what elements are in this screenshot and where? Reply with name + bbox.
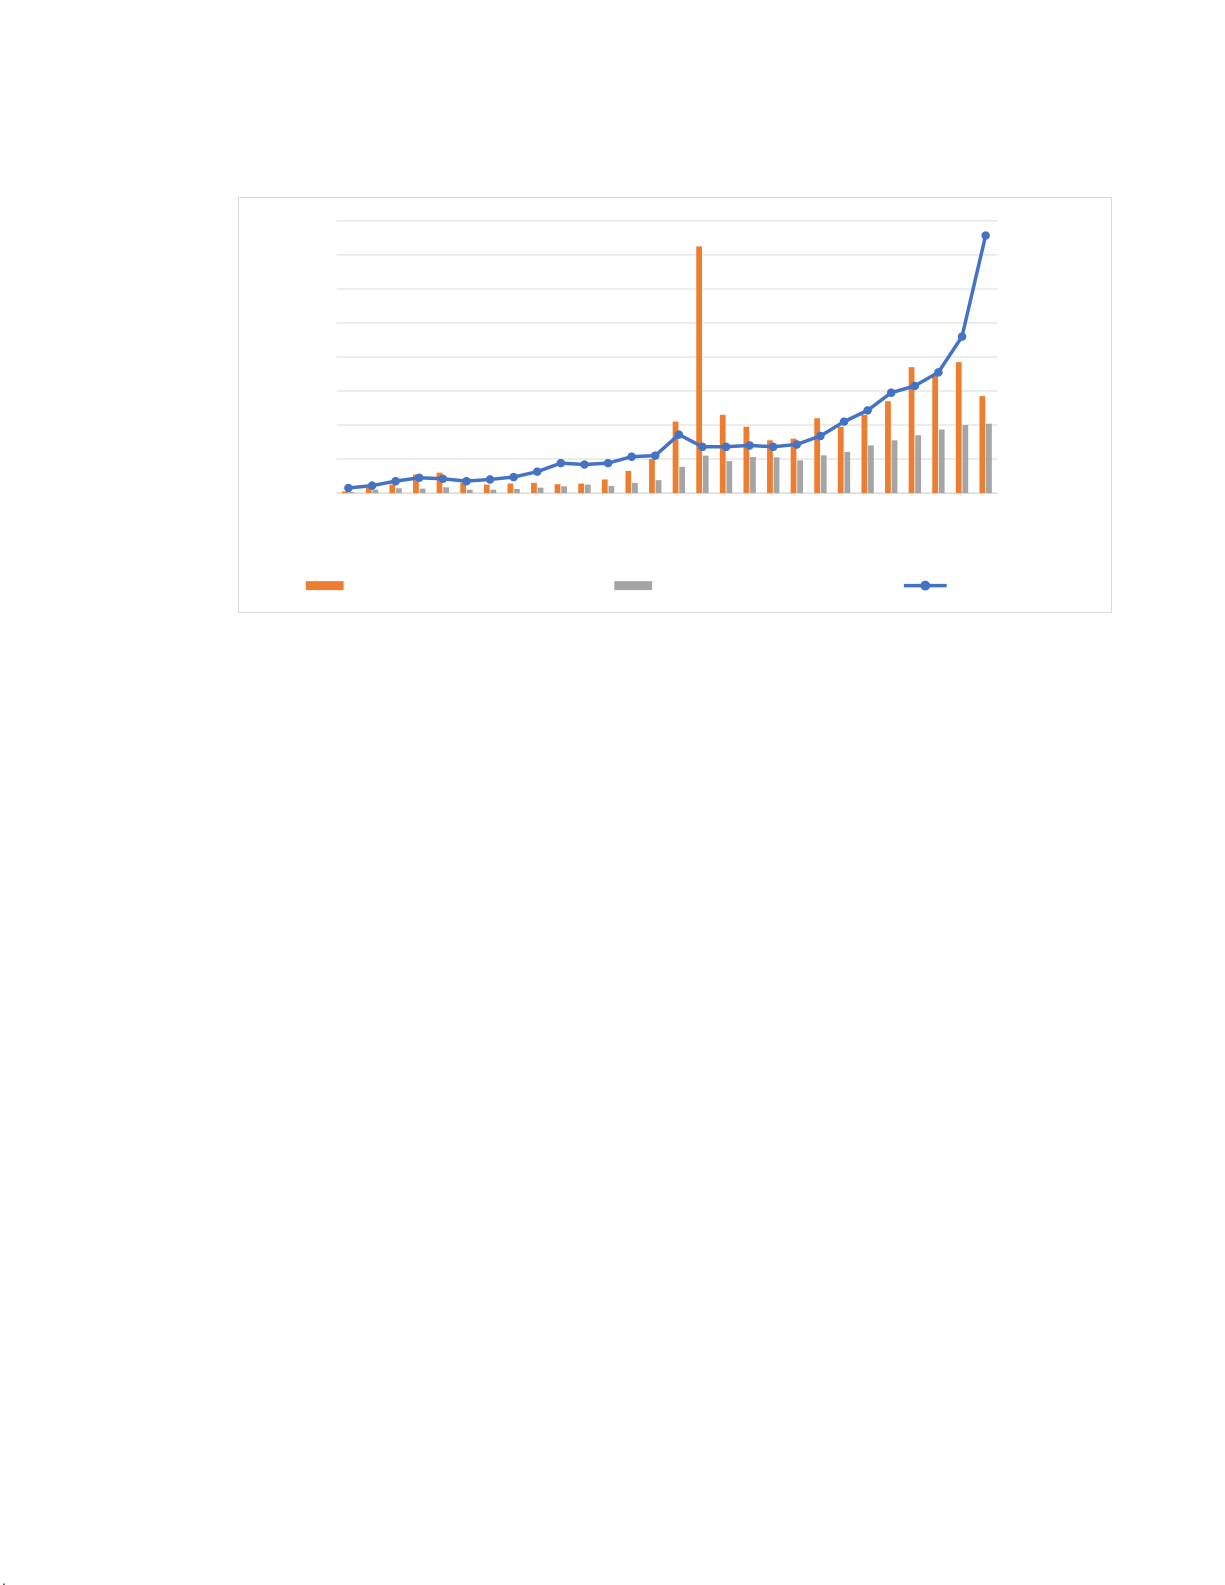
orange-bar	[625, 470, 632, 494]
combo-chart-svg	[305, 220, 998, 591]
line-marker	[462, 476, 471, 486]
orange-bar	[861, 414, 868, 494]
gray-bar	[679, 466, 686, 494]
gray-bar	[702, 455, 709, 494]
gray-bar	[608, 485, 615, 494]
gray-bar	[726, 461, 733, 494]
gray-bar	[514, 488, 520, 494]
line-marker	[650, 451, 660, 460]
gray-bar	[915, 435, 922, 494]
orange-bar	[790, 438, 797, 494]
gray-bar	[372, 489, 379, 494]
line-marker	[792, 440, 802, 449]
gray-bar	[844, 451, 851, 494]
orange-bar	[554, 484, 561, 494]
orange-bar	[578, 483, 585, 494]
line-marker	[603, 458, 613, 468]
legend-orange-swatch[interactable]	[305, 581, 344, 591]
chart-card[interactable]	[238, 197, 1112, 613]
orange-bar	[932, 375, 939, 494]
line-marker	[768, 442, 778, 452]
gray-bar	[490, 489, 497, 494]
line-marker	[839, 417, 849, 426]
line-marker	[863, 406, 872, 415]
gray-bar	[561, 486, 568, 494]
line-marker	[414, 473, 424, 483]
orange-bar	[979, 396, 986, 494]
orange-bar	[837, 426, 844, 494]
line-marker	[886, 388, 896, 397]
legend-line-marker-icon[interactable]	[920, 580, 931, 591]
legend-gray-swatch[interactable]	[614, 581, 653, 591]
line-marker	[910, 381, 920, 391]
gray-bar	[632, 482, 638, 494]
gray-bar	[584, 484, 591, 494]
orange-bar	[507, 483, 514, 494]
orange-bar	[460, 482, 467, 494]
gray-bar	[773, 457, 780, 494]
gray-bar	[938, 429, 945, 494]
gray-bar	[820, 455, 827, 494]
orange-bar	[365, 487, 372, 494]
line-marker	[627, 452, 636, 461]
line-marker	[391, 476, 400, 486]
orange-bar	[719, 414, 726, 494]
value-line	[346, 233, 988, 490]
line-marker	[367, 481, 377, 490]
orange-bar	[814, 418, 821, 494]
orange-bar	[531, 482, 537, 494]
orange-bar	[743, 426, 750, 494]
orange-bar	[767, 440, 773, 494]
orange-bar	[885, 401, 891, 494]
line-marker	[438, 474, 448, 484]
line-marker	[532, 467, 542, 476]
line-marker	[485, 475, 495, 484]
gray-bar	[962, 425, 969, 494]
gray-bar	[868, 445, 874, 494]
line-marker	[674, 430, 684, 439]
orange-bar	[389, 484, 396, 494]
line-marker	[580, 460, 589, 469]
orange-bar	[696, 246, 703, 494]
gray-bar	[396, 488, 402, 494]
line-marker	[721, 442, 731, 452]
gray-bar	[750, 457, 756, 494]
line-marker	[934, 368, 943, 377]
gray-bar	[986, 423, 992, 494]
gray-bar	[443, 487, 450, 494]
stray-dot: .	[2, 1572, 6, 1585]
gray-bar	[348, 492, 355, 494]
gray-bar	[466, 489, 473, 494]
line-marker	[698, 442, 707, 452]
orange-bar	[601, 479, 608, 494]
gray-bar	[537, 487, 544, 494]
gray-bar	[655, 480, 662, 494]
orange-bar	[483, 484, 490, 494]
line-marker	[816, 431, 825, 441]
line-marker	[745, 441, 754, 450]
orange-bar	[908, 367, 915, 494]
line-marker	[957, 332, 967, 341]
gray-bar	[797, 460, 804, 494]
gray-bar	[419, 488, 426, 494]
orange-bar	[672, 421, 679, 494]
orange-bar	[955, 362, 962, 494]
line-marker	[556, 458, 566, 468]
orange-bar	[436, 472, 443, 494]
line-marker	[981, 231, 990, 240]
orange-bar	[342, 491, 349, 494]
gray-bar	[891, 440, 898, 494]
line-marker	[344, 483, 353, 493]
orange-bar	[413, 474, 419, 494]
line-marker	[509, 472, 518, 482]
orange-bar	[649, 459, 655, 494]
